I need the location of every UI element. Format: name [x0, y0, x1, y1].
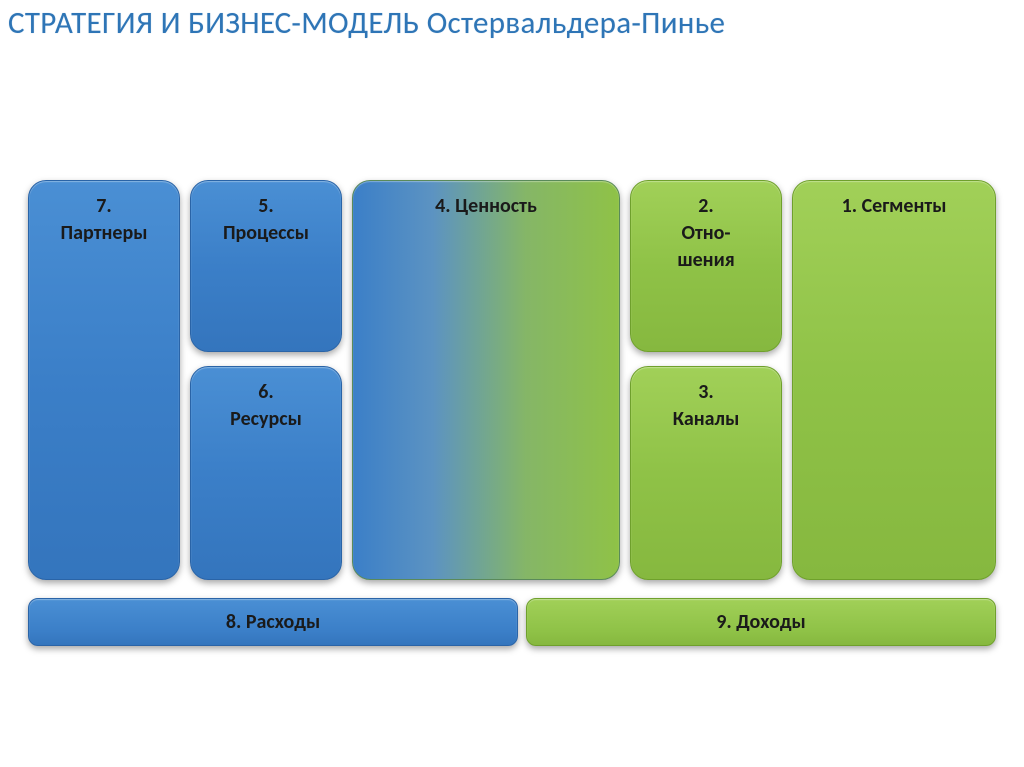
block-label: 3.Каналы	[673, 379, 740, 433]
block-processes: 5.Процессы	[190, 180, 342, 352]
block-relations: 2.Отно-шения	[630, 180, 782, 352]
block-label: 4. Ценность	[435, 193, 537, 220]
block-label: 7.Партнеры	[61, 193, 148, 247]
block-label: 1. Сегменты	[842, 193, 947, 220]
block-label: 9. Доходы	[716, 610, 806, 634]
block-value: 4. Ценность	[352, 180, 620, 580]
block-revenue: 9. Доходы	[526, 598, 996, 646]
page-title: СТРАТЕГИЯ И БИЗНЕС-МОДЕЛЬ Остервальдера-…	[8, 4, 725, 42]
block-label: 8. Расходы	[226, 610, 320, 634]
block-segments: 1. Сегменты	[792, 180, 996, 580]
business-model-canvas: 7.Партнеры 5.Процессы 6.Ресурсы 4. Ценно…	[28, 180, 996, 690]
block-partners: 7.Партнеры	[28, 180, 180, 580]
block-costs: 8. Расходы	[28, 598, 518, 646]
block-resources: 6.Ресурсы	[190, 366, 342, 580]
block-channels: 3.Каналы	[630, 366, 782, 580]
block-label: 5.Процессы	[223, 193, 309, 247]
block-label: 6.Ресурсы	[230, 379, 302, 433]
block-label: 2.Отно-шения	[677, 193, 734, 274]
